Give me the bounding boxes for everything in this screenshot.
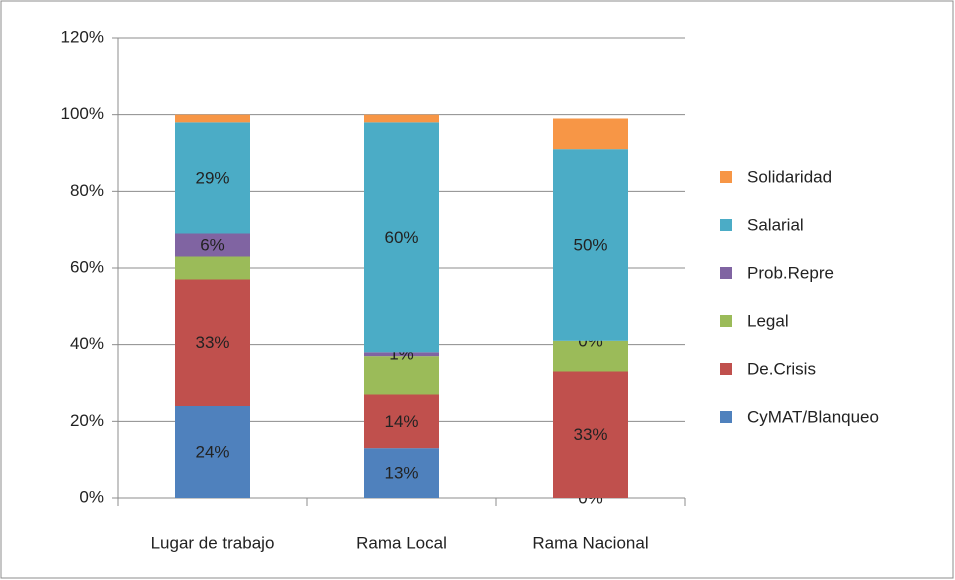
y-tick-label: 120%	[61, 27, 104, 46]
bar-segment	[364, 122, 439, 353]
data-label: 24%	[195, 442, 229, 461]
y-tick-label: 100%	[61, 104, 104, 123]
data-label: 50%	[573, 235, 607, 254]
bar-segment	[364, 394, 439, 449]
legend-swatch	[720, 315, 732, 327]
x-tick-label: Lugar de trabajo	[151, 533, 275, 552]
bar-segment	[175, 122, 250, 234]
bar-segment	[364, 114, 439, 123]
x-tick-label: Rama Local	[356, 533, 447, 552]
data-label: 13%	[384, 464, 418, 483]
bar-segment	[364, 356, 439, 395]
bar-segment	[175, 406, 250, 498]
legend-label: Prob.Repre	[747, 263, 834, 282]
bar-segment	[553, 340, 628, 372]
y-tick-label: 0%	[79, 487, 104, 506]
bar-segment	[175, 279, 250, 406]
bar-segment	[553, 371, 628, 498]
legend-label: Legal	[747, 311, 789, 330]
legend-swatch	[720, 171, 732, 183]
legend-label: Solidaridad	[747, 167, 832, 186]
legend-label: CyMAT/Blanqueo	[747, 407, 879, 426]
bar-segment	[175, 256, 250, 280]
legend-swatch	[720, 363, 732, 375]
bar-segment	[364, 352, 439, 357]
bar-segment	[553, 118, 628, 150]
data-label: 33%	[573, 425, 607, 444]
y-tick-label: 60%	[70, 257, 104, 276]
x-tick-label: Rama Nacional	[532, 533, 648, 552]
legend-swatch	[720, 219, 732, 231]
bar-segment	[175, 233, 250, 257]
data-label: 14%	[384, 412, 418, 431]
data-label: 33%	[195, 333, 229, 352]
legend-swatch	[720, 411, 732, 423]
data-label: 29%	[195, 168, 229, 187]
bar-segment	[175, 114, 250, 123]
legend-label: Salarial	[747, 215, 804, 234]
data-label: 6%	[200, 235, 225, 254]
legend-label: De.Crisis	[747, 359, 816, 378]
bar-segment	[553, 149, 628, 341]
legend-swatch	[720, 267, 732, 279]
data-label: 60%	[384, 228, 418, 247]
y-tick-label: 80%	[70, 181, 104, 200]
bar-segment	[364, 448, 439, 498]
y-tick-label: 40%	[70, 334, 104, 353]
y-tick-label: 20%	[70, 411, 104, 430]
